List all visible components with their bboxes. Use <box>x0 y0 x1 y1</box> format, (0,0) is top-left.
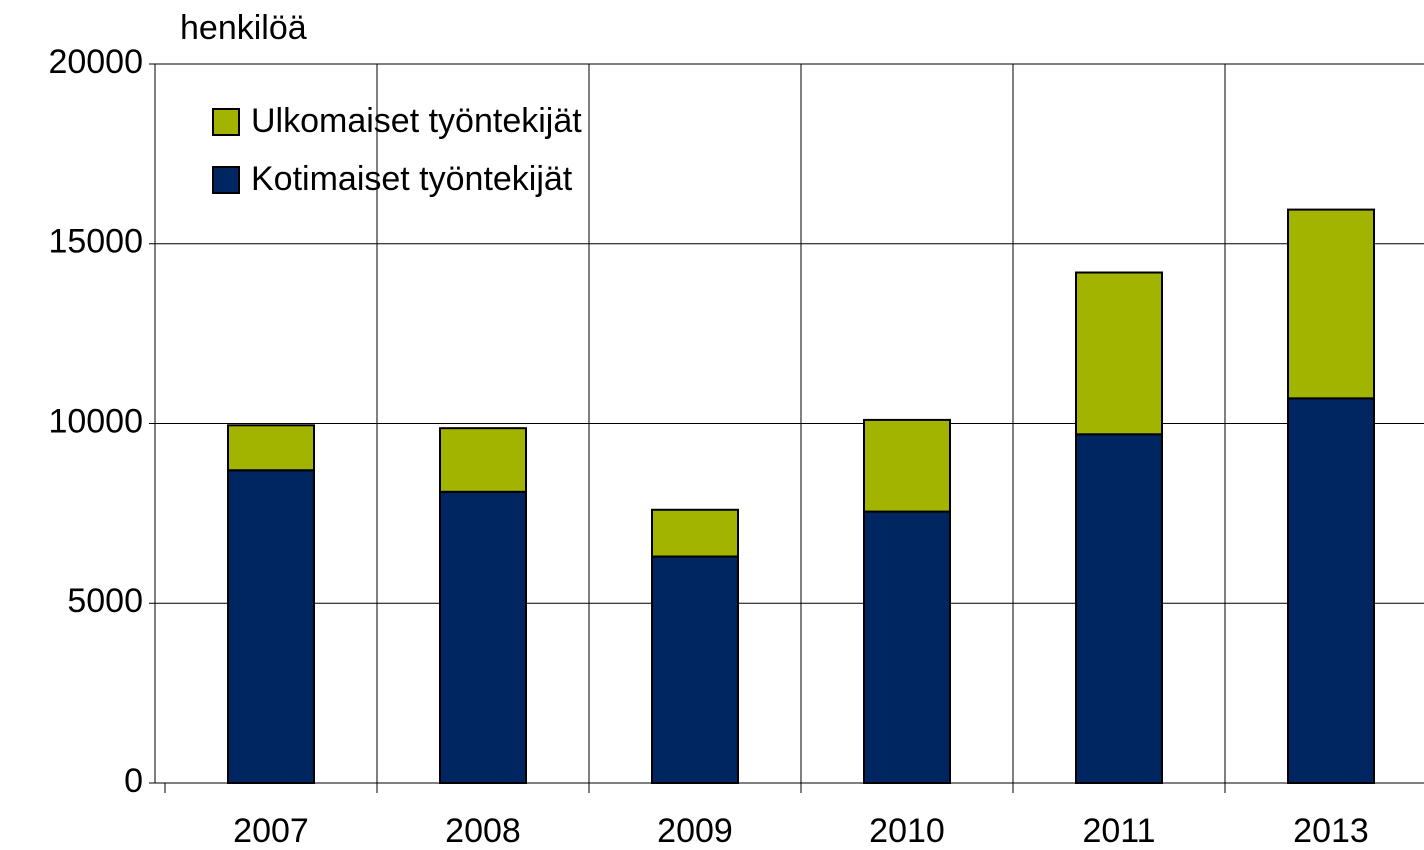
bar-segment <box>863 418 951 513</box>
bar-segment <box>439 427 527 493</box>
y-tick-label: 20000 <box>48 43 143 81</box>
bar-segment <box>439 490 527 784</box>
x-tick-label: 2007 <box>233 812 309 850</box>
y-tick-label: 5000 <box>67 582 143 620</box>
y-tick-label: 15000 <box>48 223 143 261</box>
legend-label: Kotimaiset työntekijät <box>251 160 573 198</box>
bar-segment <box>651 508 739 558</box>
bar-segment <box>1075 433 1163 784</box>
x-tick-label: 2011 <box>1082 812 1155 850</box>
bar-segment <box>1075 271 1163 436</box>
y-tick-label: 0 <box>124 762 143 800</box>
legend-swatch <box>212 166 240 194</box>
legend-label: Ulkomaiset työntekijät <box>251 102 582 140</box>
x-tick-label: 2008 <box>445 812 521 850</box>
y-tick-label: 10000 <box>48 402 143 440</box>
x-tick-label: 2013 <box>1293 812 1369 850</box>
bar-segment <box>1287 397 1375 784</box>
bar-segment <box>863 510 951 784</box>
bar-segment <box>651 555 739 785</box>
bar-segment <box>227 424 315 472</box>
bar-segment <box>227 469 315 784</box>
x-tick-label: 2010 <box>869 812 945 850</box>
legend-swatch <box>212 108 240 136</box>
x-tick-label: 2009 <box>657 812 733 850</box>
bar-segment <box>1287 208 1375 400</box>
y-axis-label: henkilöä <box>180 9 307 47</box>
